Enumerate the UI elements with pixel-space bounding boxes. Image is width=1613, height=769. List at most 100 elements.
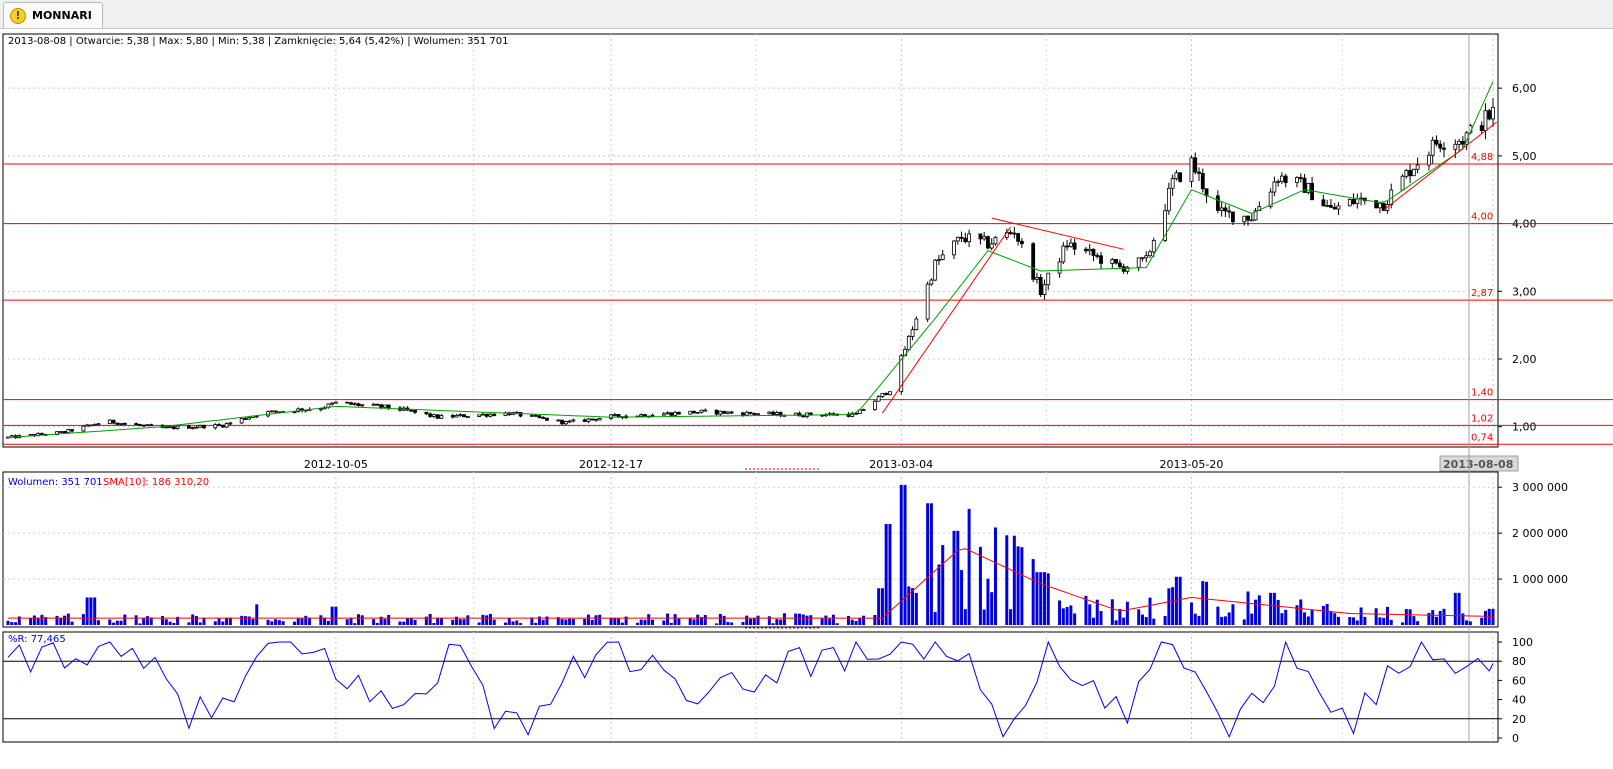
volume-bar	[926, 503, 930, 625]
candle-body	[594, 418, 598, 421]
candle-body	[1268, 191, 1273, 208]
candle-body	[695, 411, 700, 414]
volume-bar	[1216, 606, 1220, 625]
volume-bar	[202, 617, 206, 625]
volume-bar	[330, 606, 334, 625]
candle-body	[477, 414, 482, 417]
volume-bar	[1250, 613, 1254, 625]
candle-body	[1253, 210, 1258, 221]
candle-body	[1144, 255, 1149, 259]
candle-body	[1321, 199, 1326, 207]
volume-bar	[507, 618, 511, 625]
volume-bar	[978, 546, 982, 625]
volume-bar	[194, 616, 198, 625]
volume-bar	[1389, 619, 1393, 625]
candle-body	[1046, 272, 1051, 286]
sma-price-line	[7, 81, 1494, 438]
candle-body	[1121, 266, 1126, 272]
candle-body	[107, 419, 112, 425]
volume-bar	[149, 617, 153, 625]
volume-bar	[907, 586, 911, 625]
candle-body	[1257, 206, 1262, 212]
volume-bar	[1091, 617, 1095, 625]
volume-bar	[115, 620, 119, 625]
volume-bar	[967, 508, 971, 625]
candle-body	[1491, 106, 1495, 120]
volume-bar	[251, 618, 255, 625]
candle-body	[1430, 139, 1435, 156]
candle-body	[910, 329, 915, 337]
candle-body	[586, 418, 591, 422]
volume-bar	[1061, 608, 1065, 625]
volume-bar	[560, 619, 564, 625]
candle-body	[1276, 180, 1281, 183]
warning-icon: !	[10, 7, 26, 24]
candle-body	[582, 419, 587, 422]
candle-body	[940, 254, 945, 260]
volume-bar	[1189, 602, 1193, 625]
candle-body	[1065, 245, 1069, 248]
volume-bar	[217, 618, 221, 625]
candle-body	[318, 408, 323, 411]
volume-bar	[292, 621, 296, 625]
tab-monnari[interactable]: ! MONNARI	[3, 2, 103, 28]
candle-body	[465, 416, 470, 418]
trend-line	[991, 217, 1124, 250]
candle-body	[345, 401, 350, 404]
volume-bar	[982, 609, 986, 625]
volume-bar	[749, 618, 752, 625]
volume-bar	[688, 617, 692, 625]
volume-bar	[89, 597, 93, 625]
candle-body	[187, 425, 191, 429]
volume-bar	[545, 616, 549, 625]
candle-body	[1084, 248, 1088, 252]
volume-bar	[353, 623, 357, 625]
candle-body	[175, 425, 180, 429]
volume-bar	[375, 622, 379, 625]
volume-bar	[255, 604, 259, 625]
sma-volume-line	[8, 548, 1494, 619]
candle-body	[665, 412, 670, 415]
volume-bar	[624, 616, 628, 625]
volume-bar	[1438, 610, 1442, 625]
volume-bar	[281, 621, 285, 625]
volume-bar	[1144, 617, 1148, 625]
volume-bar	[1167, 588, 1171, 625]
volume-bar	[941, 545, 945, 625]
volume-bar	[270, 621, 274, 625]
volume-bar	[40, 614, 44, 625]
volume-bar	[243, 616, 247, 625]
volume-bar	[485, 615, 489, 625]
candle-body	[1072, 242, 1077, 250]
volume-bar	[198, 622, 202, 625]
candle-body	[375, 403, 380, 406]
volume-bar	[1118, 608, 1122, 625]
volume-bar	[1336, 616, 1340, 625]
candle-body	[771, 411, 776, 415]
volume-bar	[1465, 620, 1469, 625]
volume-bar	[568, 618, 572, 625]
candle-body	[81, 425, 86, 432]
volume-bar	[613, 618, 617, 625]
volume-bar	[899, 484, 903, 625]
level-label: 2,87	[1471, 288, 1493, 299]
volume-bar	[1401, 622, 1405, 625]
candle-body	[906, 336, 911, 350]
candle-body	[454, 414, 459, 418]
volume-bar	[993, 527, 997, 625]
volume-bar	[537, 616, 541, 625]
candle-body	[383, 404, 387, 408]
volume-bar	[771, 623, 775, 625]
volume-bar	[66, 613, 70, 625]
candle-body	[1246, 215, 1250, 221]
volume-bar	[703, 614, 707, 625]
candle-body	[1166, 187, 1171, 212]
volume-bar	[85, 597, 89, 625]
candle-body	[1019, 240, 1024, 245]
candle-body	[134, 423, 139, 426]
volume-bar	[44, 617, 48, 625]
candle-body	[492, 413, 497, 416]
volume-bar	[36, 617, 40, 625]
volume-bars	[6, 484, 1495, 625]
candle-body	[639, 414, 644, 417]
